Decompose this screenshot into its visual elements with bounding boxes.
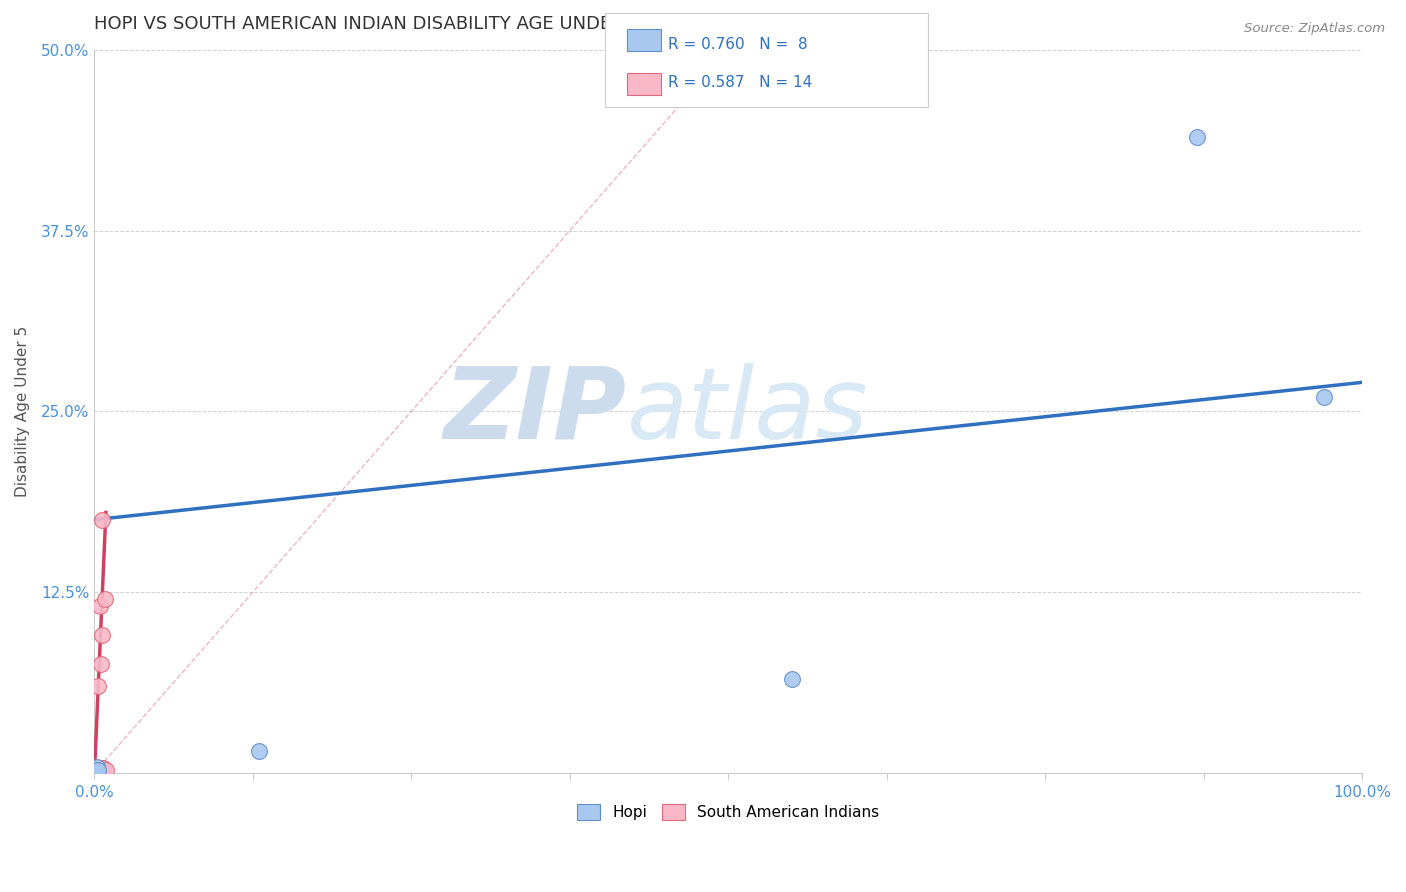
Point: [780, 672, 803, 686]
Point: [89, 599, 111, 614]
Point: [87, 763, 110, 777]
Point: [87, 764, 110, 779]
Text: atlas: atlas: [627, 363, 869, 459]
Point: [90, 657, 112, 672]
Point: [87, 763, 110, 777]
Point: [89, 761, 111, 775]
Point: [91, 763, 114, 777]
Point: [90, 761, 112, 775]
Y-axis label: Disability Age Under 5: Disability Age Under 5: [15, 326, 30, 497]
Point: [87, 679, 110, 693]
Point: [90, 761, 112, 775]
Point: [93, 761, 115, 775]
Point: [93, 592, 115, 607]
Text: HOPI VS SOUTH AMERICAN INDIAN DISABILITY AGE UNDER 5 CORRELATION CHART: HOPI VS SOUTH AMERICAN INDIAN DISABILITY…: [94, 15, 842, 33]
Point: [1187, 129, 1209, 144]
Point: [247, 744, 270, 758]
Point: [91, 513, 114, 527]
Text: Source: ZipAtlas.com: Source: ZipAtlas.com: [1244, 22, 1385, 36]
Text: R = 0.760   N =  8: R = 0.760 N = 8: [668, 37, 807, 52]
Point: [94, 763, 117, 777]
Text: R = 0.587   N = 14: R = 0.587 N = 14: [668, 76, 813, 90]
Point: [91, 628, 114, 642]
Point: [1313, 390, 1336, 404]
Point: [86, 763, 108, 777]
Text: ZIP: ZIP: [444, 363, 627, 459]
Point: [86, 760, 108, 774]
Legend: Hopi, South American Indians: Hopi, South American Indians: [571, 798, 886, 827]
